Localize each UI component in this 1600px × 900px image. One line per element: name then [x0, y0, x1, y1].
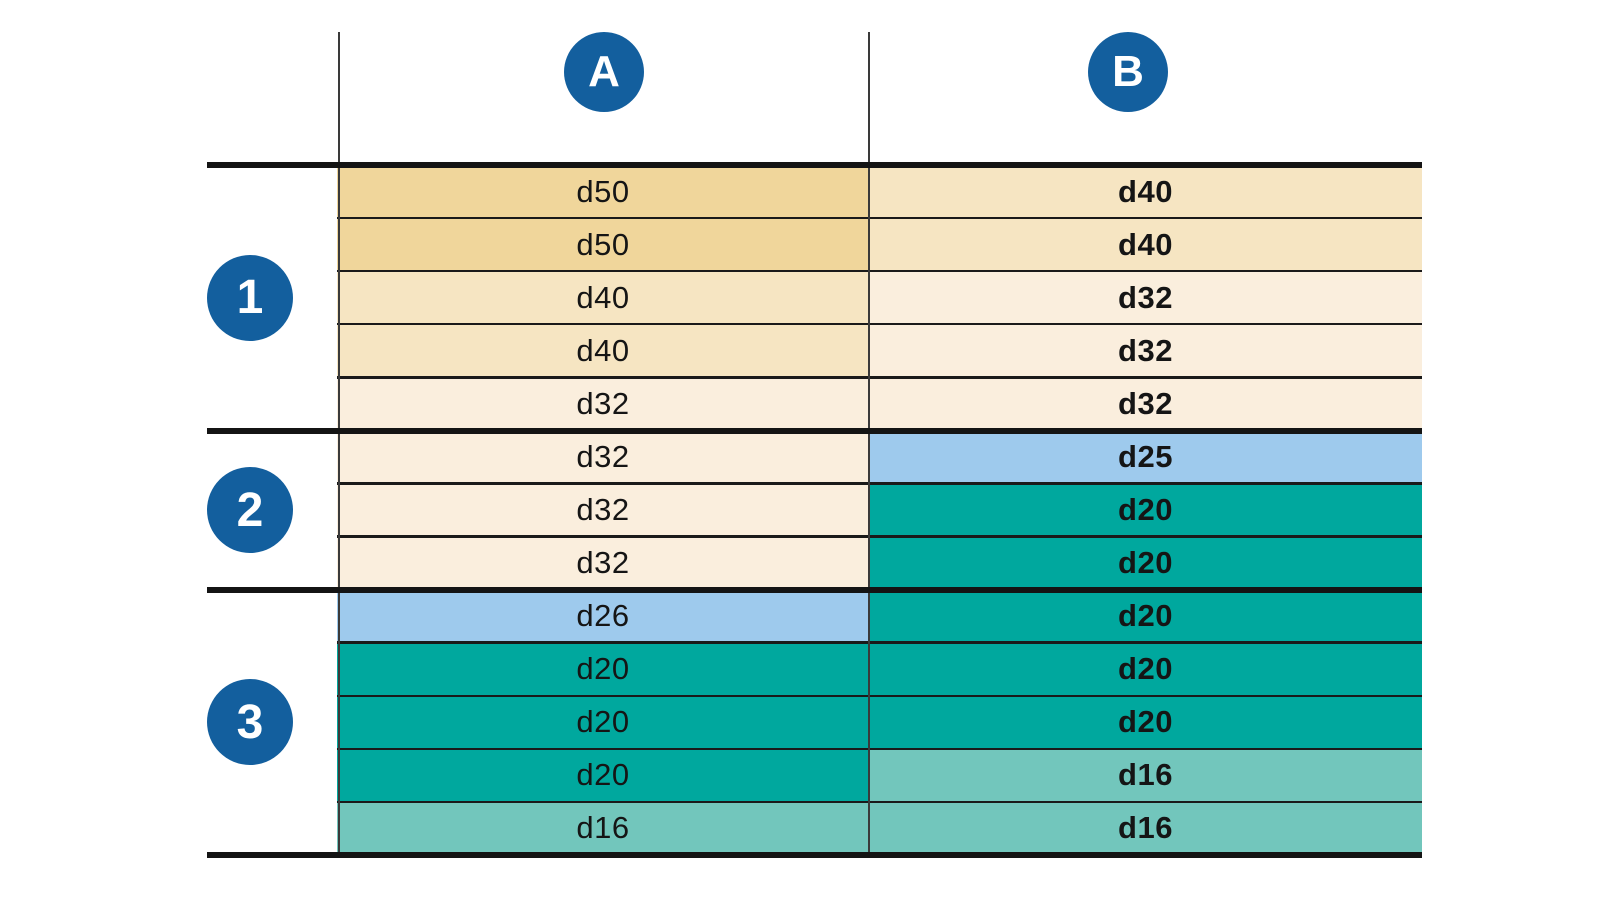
table-cell: d32: [337, 377, 869, 431]
table-cell: d20: [869, 589, 1422, 643]
table-cell: d20: [337, 642, 869, 696]
table-cell: d40: [337, 271, 869, 325]
cell-value: d32: [1118, 385, 1173, 421]
cell-value: d20: [576, 757, 630, 793]
cell-value: d16: [1118, 757, 1173, 793]
cell-value: d20: [1118, 704, 1173, 740]
row-divider-line: [337, 482, 1422, 485]
cell-value: d25: [1118, 438, 1173, 474]
group-badge-1: 1: [207, 254, 293, 341]
column-b-label: B: [1112, 47, 1144, 96]
table-cell: d40: [337, 324, 869, 378]
group-badge-label: 2: [236, 483, 264, 537]
cell-value: d16: [1118, 810, 1173, 846]
column-a-label: A: [588, 47, 620, 96]
table-cell: d16: [869, 801, 1422, 855]
table-cell: d50: [337, 218, 869, 272]
cell-value: d20: [576, 651, 630, 687]
table-cell: d32: [869, 377, 1422, 431]
table-cell: d32: [337, 483, 869, 537]
table-cell: d40: [869, 218, 1422, 272]
cell-value: d40: [576, 332, 630, 368]
cell-value: d16: [576, 810, 630, 846]
cell-value: d20: [1118, 491, 1173, 527]
table-cell: d50: [337, 165, 869, 219]
group-badge-2: 2: [207, 467, 293, 553]
table-cell: d32: [337, 430, 869, 484]
group-badge-label: 1: [236, 271, 264, 325]
cell-value: d50: [576, 226, 630, 262]
cell-value: d40: [1118, 173, 1173, 209]
row-divider-line: [337, 216, 1422, 220]
cell-value: d50: [576, 173, 630, 209]
table-cell: d20: [337, 695, 869, 749]
cell-value: d40: [576, 279, 630, 315]
group-divider-line-2-3: [207, 587, 1422, 593]
group-badge-3: 3: [207, 679, 293, 766]
cell-value: d32: [576, 491, 630, 527]
row-divider-line: [337, 322, 1422, 326]
cell-value: d20: [1118, 545, 1173, 581]
table-cell: d25: [869, 430, 1422, 484]
table-cell: d26: [337, 589, 869, 643]
cell-value: d26: [576, 598, 630, 634]
column-a-badge: A: [564, 32, 644, 112]
cell-value: d20: [1118, 598, 1173, 634]
table-cell: d16: [869, 748, 1422, 802]
table-cell: d32: [337, 536, 869, 590]
group-divider-line-top: [207, 162, 1422, 168]
vertical-rule-middle: [868, 32, 870, 855]
table-cell: d16: [337, 801, 869, 855]
cell-value: d32: [576, 545, 630, 581]
table-cell: d20: [337, 748, 869, 802]
vertical-rule-left: [338, 32, 340, 855]
table-cell: d32: [869, 324, 1422, 378]
group-divider-line-bottom: [207, 852, 1422, 858]
group-divider-line-1-2: [207, 428, 1422, 434]
row-divider-line: [337, 376, 1422, 379]
cell-value: d32: [576, 385, 630, 421]
row-divider-line: [337, 641, 1422, 644]
table-cell: d20: [869, 642, 1422, 696]
cell-value: d32: [1118, 279, 1173, 315]
cell-value: d32: [1118, 332, 1173, 368]
table-cell: d20: [869, 483, 1422, 537]
table-cell: d40: [869, 165, 1422, 219]
row-divider-line: [337, 800, 1422, 804]
row-divider-line: [337, 269, 1422, 273]
table-cell: d20: [869, 695, 1422, 749]
table-cell: d20: [869, 536, 1422, 590]
column-b-badge: B: [1088, 32, 1168, 112]
cell-value: d20: [1118, 651, 1173, 687]
cell-value: d20: [576, 704, 630, 740]
group-badge-label: 3: [236, 695, 264, 749]
row-divider-line: [337, 535, 1422, 538]
cell-value: d40: [1118, 226, 1173, 262]
row-divider-line: [337, 694, 1422, 698]
row-divider-line: [337, 747, 1422, 751]
table-cell: d32: [869, 271, 1422, 325]
cell-value: d32: [576, 438, 630, 474]
